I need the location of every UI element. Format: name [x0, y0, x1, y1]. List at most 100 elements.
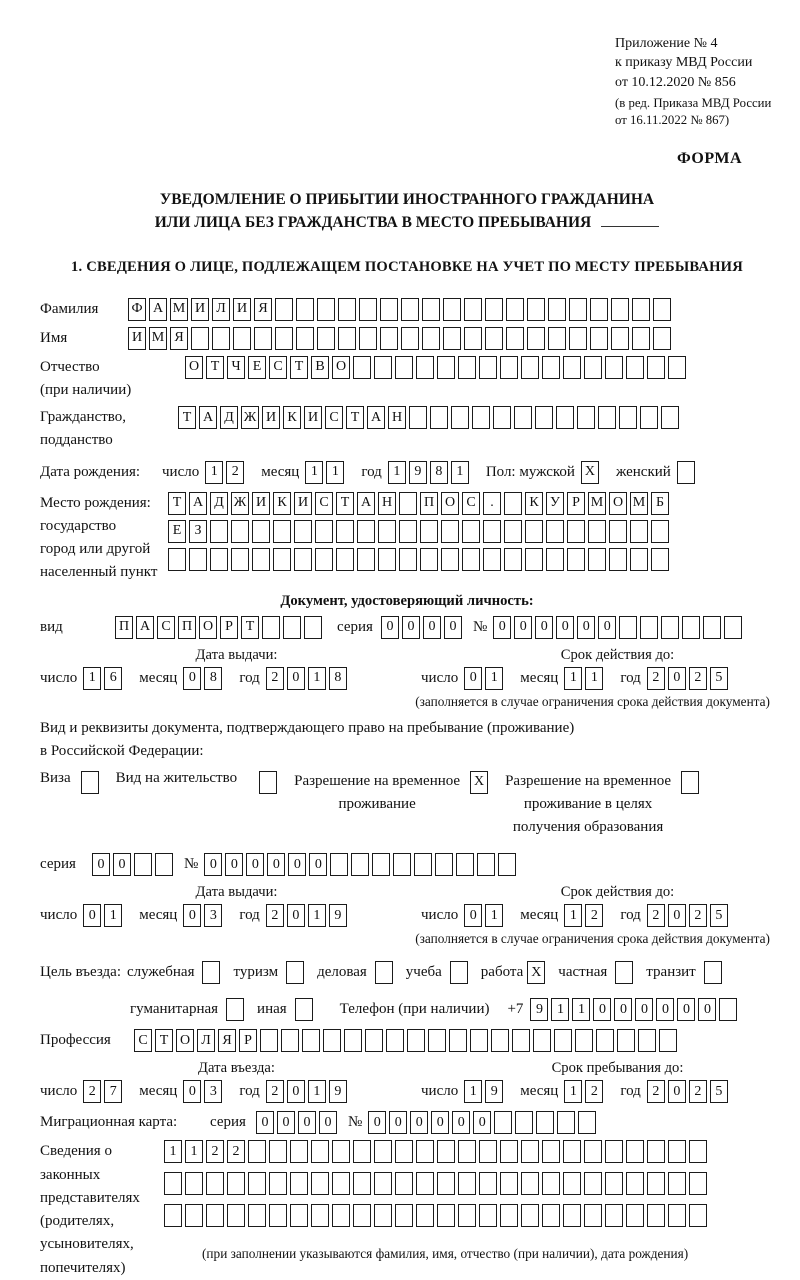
char-box[interactable] — [500, 1140, 518, 1164]
char-box[interactable] — [294, 519, 312, 543]
char-box[interactable] — [422, 297, 440, 321]
char-box[interactable] — [557, 1111, 576, 1135]
char-box[interactable] — [536, 1111, 555, 1135]
char-box[interactable] — [640, 615, 659, 639]
char-box[interactable] — [359, 297, 377, 321]
char-box[interactable]: С — [134, 1029, 152, 1053]
checkbox-cell[interactable]: X — [580, 460, 599, 484]
char-box[interactable] — [344, 1029, 362, 1053]
char-box[interactable] — [443, 326, 461, 350]
char-box[interactable] — [262, 615, 280, 639]
residence-permit-checkbox[interactable] — [259, 770, 280, 794]
char-box[interactable] — [569, 297, 587, 321]
char-box[interactable] — [416, 1140, 434, 1164]
char-box[interactable] — [273, 547, 291, 571]
char-box[interactable] — [575, 1029, 593, 1053]
char-box[interactable] — [525, 547, 543, 571]
char-box[interactable] — [395, 1140, 413, 1164]
char-box[interactable]: 0 — [443, 615, 462, 639]
char-box[interactable]: О — [609, 491, 627, 515]
char-box[interactable] — [441, 519, 459, 543]
char-box[interactable]: И — [128, 326, 146, 350]
char-box[interactable]: 9 — [485, 1080, 504, 1104]
char-box[interactable] — [605, 355, 623, 379]
char-box[interactable]: 2 — [227, 1140, 245, 1164]
char-box[interactable]: 0 — [183, 666, 202, 690]
char-box[interactable] — [542, 1140, 560, 1164]
char-box[interactable]: С — [157, 615, 175, 639]
char-box[interactable] — [290, 1172, 308, 1196]
char-box[interactable]: Ф — [128, 297, 146, 321]
char-box[interactable] — [542, 1172, 560, 1196]
char-box[interactable]: 1 — [450, 460, 469, 484]
char-box[interactable] — [443, 297, 461, 321]
char-box[interactable] — [212, 326, 230, 350]
char-box[interactable] — [401, 297, 419, 321]
char-box[interactable] — [548, 326, 566, 350]
char-box[interactable] — [374, 355, 392, 379]
char-box[interactable] — [668, 1140, 686, 1164]
char-box[interactable] — [283, 615, 301, 639]
char-box[interactable] — [332, 1204, 350, 1228]
char-box[interactable] — [420, 547, 438, 571]
char-box[interactable] — [248, 1140, 266, 1164]
char-box[interactable]: 1 — [485, 904, 504, 928]
char-box[interactable]: 0 — [83, 904, 102, 928]
char-box[interactable] — [458, 1204, 476, 1228]
char-box[interactable]: 0 — [667, 904, 686, 928]
char-box[interactable]: А — [367, 406, 385, 430]
char-box[interactable]: 1 — [464, 1080, 483, 1104]
char-box[interactable] — [437, 355, 455, 379]
char-box[interactable] — [269, 1140, 287, 1164]
char-box[interactable] — [416, 1172, 434, 1196]
char-box[interactable] — [605, 1204, 623, 1228]
temp-residence-edu-checkbox[interactable] — [681, 770, 702, 794]
char-box[interactable] — [304, 615, 322, 639]
char-box[interactable] — [252, 547, 270, 571]
char-box[interactable] — [191, 326, 209, 350]
purpose-tourism-checkbox[interactable] — [286, 961, 307, 985]
char-box[interactable] — [260, 1029, 278, 1053]
char-box[interactable] — [336, 519, 354, 543]
char-box[interactable]: 8 — [328, 666, 347, 690]
char-box[interactable] — [378, 547, 396, 571]
char-box[interactable]: 0 — [667, 1080, 686, 1104]
char-box[interactable]: 1 — [564, 1080, 583, 1104]
char-box[interactable] — [290, 1140, 308, 1164]
char-box[interactable]: 1 — [564, 904, 583, 928]
char-box[interactable]: 0 — [204, 853, 223, 877]
char-box[interactable] — [210, 547, 228, 571]
char-box[interactable] — [609, 547, 627, 571]
char-box[interactable]: 9 — [328, 1080, 347, 1104]
char-box[interactable] — [632, 297, 650, 321]
char-box[interactable] — [332, 1140, 350, 1164]
char-box[interactable]: 0 — [464, 666, 483, 690]
char-box[interactable] — [548, 297, 566, 321]
char-box[interactable] — [533, 1029, 551, 1053]
char-box[interactable] — [275, 297, 293, 321]
char-box[interactable]: В — [311, 355, 329, 379]
char-box[interactable]: 1 — [485, 666, 504, 690]
char-box[interactable]: 0 — [92, 853, 110, 877]
char-box[interactable] — [661, 615, 680, 639]
char-box[interactable] — [617, 1029, 635, 1053]
char-box[interactable]: 0 — [577, 615, 596, 639]
char-box[interactable]: 0 — [113, 853, 131, 877]
char-box[interactable]: Д — [210, 491, 228, 515]
char-box[interactable] — [231, 547, 249, 571]
char-box[interactable] — [626, 1172, 644, 1196]
char-box[interactable] — [609, 519, 627, 543]
checkbox-cell[interactable] — [615, 961, 634, 985]
char-box[interactable]: 7 — [104, 1080, 123, 1104]
char-box[interactable]: Л — [197, 1029, 215, 1053]
char-box[interactable]: М — [588, 491, 606, 515]
char-box[interactable]: 0 — [309, 853, 328, 877]
